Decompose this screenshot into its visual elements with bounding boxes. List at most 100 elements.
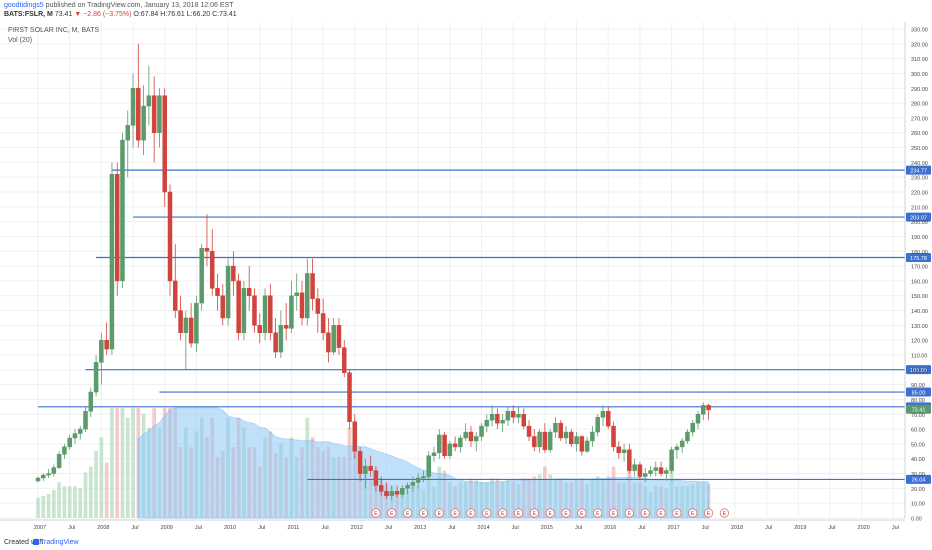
candle-body — [336, 325, 342, 348]
earnings-marker-label: E — [374, 511, 378, 517]
candle-body — [352, 421, 358, 452]
candle-body — [695, 414, 701, 424]
volume-ma-area — [137, 407, 710, 519]
candle-body — [215, 288, 220, 296]
symbol-label: BATS:FSLR, M — [4, 11, 53, 18]
y-tick-label: 260.00 — [911, 131, 928, 137]
y-tick-label: 210.00 — [911, 205, 928, 211]
earnings-marker — [577, 508, 587, 518]
x-tick-label: Jul — [765, 525, 772, 531]
earnings-marker-label: E — [548, 511, 552, 517]
volume-label: Vol (20) — [8, 37, 32, 44]
level-badge — [906, 212, 931, 222]
earnings-marker — [529, 508, 539, 518]
candle-body — [458, 437, 463, 448]
earnings-marker-label: E — [659, 511, 663, 517]
candle-body — [157, 95, 162, 133]
volume-bar — [36, 497, 40, 518]
candle-body — [257, 325, 263, 334]
candle-body — [410, 482, 416, 486]
candle-body — [99, 339, 104, 363]
candle-body — [268, 295, 273, 334]
candle-body — [88, 391, 94, 412]
x-tick-label: Jul — [575, 525, 582, 531]
candle-body — [41, 474, 46, 479]
earnings-marker-label: E — [453, 511, 457, 517]
candle-body — [658, 467, 664, 474]
candle-body — [167, 191, 173, 282]
candle-body — [621, 449, 627, 454]
last-price-badge — [906, 404, 931, 414]
tradingview-brand[interactable]: TradingView — [40, 539, 79, 546]
candle-body — [600, 411, 606, 418]
x-tick-label: 2018 — [731, 525, 743, 531]
candle-body — [273, 332, 278, 353]
candle-body — [283, 325, 289, 329]
x-tick-label: Jul — [385, 525, 392, 531]
volume-bar — [41, 496, 46, 518]
x-tick-label: Jul — [892, 525, 899, 531]
volume-bar — [120, 408, 125, 518]
earnings-marker-label: E — [723, 511, 727, 517]
candle-body — [685, 431, 690, 442]
earnings-marker — [434, 508, 444, 518]
x-tick-label: 2011 — [288, 525, 300, 531]
candle-body — [500, 419, 505, 424]
candle-body — [114, 173, 120, 282]
candle-body — [400, 488, 405, 495]
time-axis[interactable]: 2007 Jul 2008 Jul 2009 Jul 2010 Jul 2011 Jul 2012 J… — [0, 519, 905, 531]
level-label: 85.00 — [912, 390, 926, 396]
x-tick-label: 2009 — [161, 525, 173, 531]
candle-body — [341, 347, 347, 374]
x-tick-label: 2008 — [97, 525, 109, 531]
publish-info: goodtidings5 published on TradingView.co… — [4, 2, 233, 9]
earnings-marker — [561, 508, 571, 518]
ohlc-readout: BATS:FSLR, M 73.41 ▼ −2.86 (−3.75%) O:67… — [4, 11, 237, 18]
candle-body — [505, 411, 511, 421]
candle-body — [590, 431, 595, 442]
y-tick-label: 50.00 — [911, 442, 925, 448]
x-tick-label: 2013 — [414, 525, 426, 531]
y-tick-label: 40.00 — [911, 457, 925, 463]
candle-body — [526, 425, 532, 437]
candle-body — [542, 431, 548, 451]
candle-body — [547, 431, 553, 451]
author-link[interactable]: goodtidings5 — [4, 2, 44, 9]
level-badge — [906, 165, 931, 175]
candle-body — [120, 139, 125, 282]
candle-body — [294, 292, 299, 296]
candles — [35, 43, 711, 501]
candle-body — [320, 313, 326, 334]
candle-body — [690, 422, 695, 433]
volume-bar — [46, 494, 51, 518]
candle-body — [679, 440, 685, 448]
candle-body — [569, 431, 574, 445]
y-tick-label: 110.00 — [911, 354, 927, 360]
horizontal-levels[interactable]: 234.77203.07175.78100.0985.0075.0226.047… — [38, 165, 931, 484]
volume-bar — [88, 466, 93, 518]
y-tick-label: 120.00 — [911, 339, 928, 345]
price-axis[interactable]: 330.00 320.00 310.00 300.00 290.00 280.00 270.… — [904, 22, 928, 523]
earnings-marker-label: E — [707, 511, 711, 517]
earnings-marker-label: E — [691, 511, 695, 517]
candle-body — [178, 310, 183, 334]
volume-bar — [51, 490, 56, 518]
candle-body — [595, 416, 600, 433]
earnings-marker — [688, 508, 698, 518]
candle-body — [389, 491, 395, 497]
x-tick-label: 2015 — [541, 525, 553, 531]
candle-body — [199, 248, 204, 304]
candle-body — [125, 125, 131, 141]
x-tick-label: Jul — [828, 525, 835, 531]
footer: Created with TradingView — [0, 536, 932, 550]
candle-body — [93, 362, 99, 393]
x-tick-label: 2019 — [794, 525, 806, 531]
level-badge — [906, 365, 931, 375]
candle-body — [516, 414, 521, 418]
y-tick-label: 70.00 — [911, 413, 925, 419]
tradingview-logo-icon — [33, 539, 39, 545]
candle-body — [394, 491, 400, 495]
earnings-marker-label: E — [596, 511, 600, 517]
